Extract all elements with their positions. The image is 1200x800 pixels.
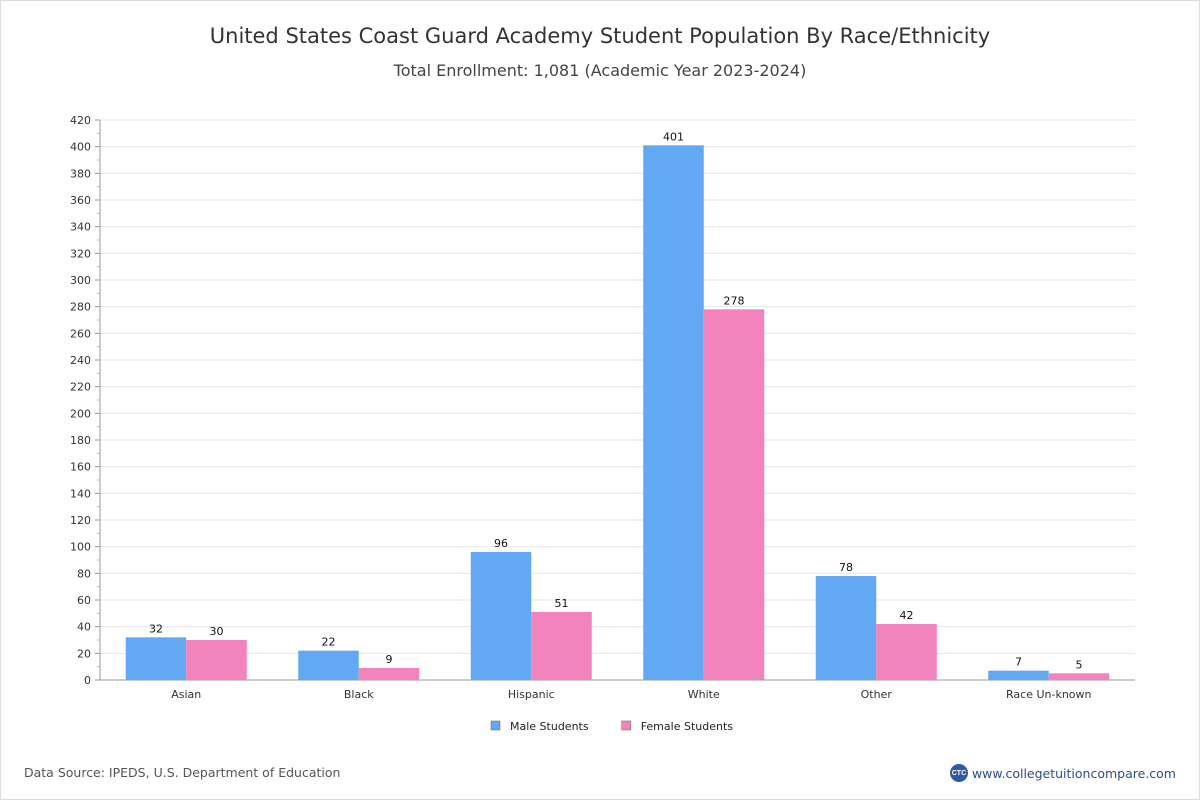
bar-male xyxy=(125,637,187,680)
bar-male xyxy=(643,145,704,681)
data-label: 9 xyxy=(386,653,393,666)
x-tick-label: Other xyxy=(861,688,893,701)
chart-subtitle: Total Enrollment: 1,081 (Academic Year 2… xyxy=(393,61,807,80)
brand-link[interactable]: CTC www.collegetuitioncompare.com xyxy=(949,764,1176,782)
bar-chart: 0 20 40 60 80 100 120 140 160 180 200 220 240 260 280 3… xyxy=(70,114,1135,733)
y-tick-label: 200 xyxy=(70,407,91,420)
y-tick-label: 140 xyxy=(70,487,91,500)
data-label: 5 xyxy=(1076,658,1083,671)
plot-area xyxy=(100,120,1135,680)
y-tick-label: 420 xyxy=(70,114,91,127)
x-tick-label: White xyxy=(688,688,720,701)
y-tick-label: 380 xyxy=(70,167,91,180)
y-tick-label: 80 xyxy=(77,567,91,580)
legend-swatch-male xyxy=(490,720,501,731)
data-label: 51 xyxy=(555,597,569,610)
data-label: 7 xyxy=(1015,656,1022,669)
y-tick-label: 20 xyxy=(77,647,91,660)
y-tick-label: 0 xyxy=(84,674,91,687)
data-label: 32 xyxy=(149,622,163,635)
y-tick-label: 400 xyxy=(70,141,91,154)
bar-male xyxy=(988,670,1049,680)
bar-male xyxy=(470,552,532,680)
data-label: 78 xyxy=(839,561,853,574)
brand-url: www.collegetuitioncompare.com xyxy=(971,765,1176,781)
bar-female xyxy=(703,309,765,680)
data-label: 278 xyxy=(724,294,745,307)
y-tick-label: 260 xyxy=(70,327,91,340)
data-label: 30 xyxy=(210,625,224,638)
y-tick-label: 160 xyxy=(70,461,91,474)
bar-female xyxy=(1048,673,1110,680)
bar-female xyxy=(531,612,592,680)
y-tick-label: 60 xyxy=(77,594,91,607)
y-tick-label: 360 xyxy=(70,194,91,207)
y-tick-label: 240 xyxy=(70,354,91,367)
legend-label-male: Male Students xyxy=(510,720,589,733)
data-label: 22 xyxy=(322,636,336,649)
y-tick-label: 280 xyxy=(70,301,91,314)
y-tick-label: 120 xyxy=(70,514,91,527)
data-label: 96 xyxy=(494,537,508,550)
y-tick-label: 320 xyxy=(70,247,91,260)
data-source-note: Data Source: IPEDS, U.S. Department of E… xyxy=(24,765,341,780)
x-tick-label: Black xyxy=(344,688,374,701)
brand-logo-icon: CTC xyxy=(949,764,968,782)
y-tick-label: 100 xyxy=(70,541,91,554)
bar-female xyxy=(186,640,247,680)
y-tick-label: 300 xyxy=(70,274,91,287)
y-tick-label: 40 xyxy=(77,621,91,634)
bar-female xyxy=(358,668,420,680)
data-label: 42 xyxy=(900,609,914,622)
legend-label-female: Female Students xyxy=(641,720,734,733)
bar-male xyxy=(298,650,359,680)
data-label: 401 xyxy=(663,130,684,143)
x-tick-label: Hispanic xyxy=(508,688,555,701)
x-tick-label: Asian xyxy=(171,688,201,701)
y-tick-label: 180 xyxy=(70,434,91,447)
bar-male xyxy=(815,576,877,680)
chart-title: United States Coast Guard Academy Studen… xyxy=(209,24,991,48)
y-tick-label: 220 xyxy=(70,381,91,394)
bar-female xyxy=(876,624,937,680)
x-tick-label: Race Un-known xyxy=(1006,688,1092,701)
legend-swatch-female xyxy=(621,720,632,731)
y-tick-label: 340 xyxy=(70,221,91,234)
